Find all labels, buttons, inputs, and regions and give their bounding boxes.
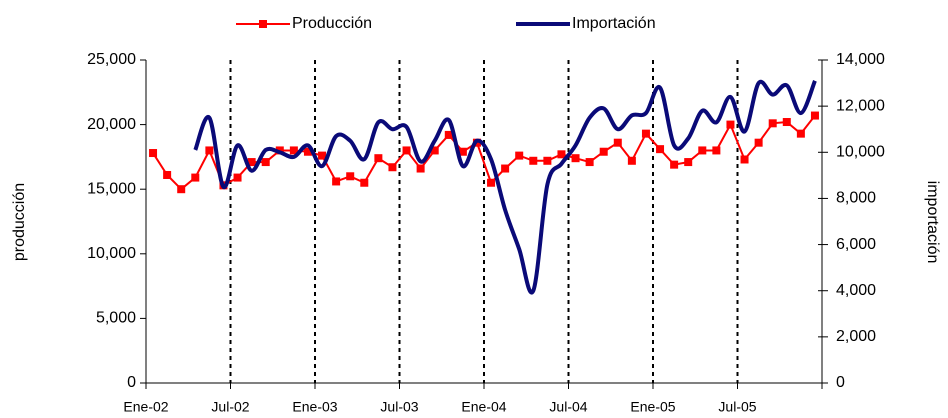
- point-marker: [247, 158, 256, 167]
- point-marker: [712, 146, 721, 155]
- point-marker: [374, 154, 383, 163]
- x-tick-label: Jul-02: [211, 399, 249, 415]
- series-line: [193, 79, 817, 295]
- point-marker: [627, 156, 636, 165]
- y2-tick-label: 0: [836, 374, 845, 391]
- point-marker: [698, 146, 707, 155]
- y2-tick-label: 12,000: [836, 97, 885, 114]
- y-tick-label: 5,000: [96, 310, 136, 327]
- x-tick-label: Ene-03: [292, 399, 337, 415]
- y-tick-label: 15,000: [87, 180, 136, 197]
- y2-tick-label: 6,000: [836, 236, 876, 253]
- point-marker: [726, 120, 735, 129]
- point-marker: [515, 151, 524, 160]
- point-marker: [585, 158, 594, 167]
- point-marker: [740, 155, 749, 164]
- point-marker: [430, 146, 439, 155]
- legend-label: Producción: [292, 15, 372, 32]
- y2-tick-label: 4,000: [836, 282, 876, 299]
- y-axis-label: producción: [11, 183, 28, 261]
- point-marker: [529, 156, 538, 165]
- point-marker: [684, 158, 693, 167]
- point-marker: [233, 173, 242, 182]
- point-marker: [360, 178, 369, 187]
- point-marker: [402, 146, 411, 155]
- point-marker: [656, 145, 665, 154]
- legend-label: Importación: [572, 15, 656, 32]
- legend-marker: [259, 20, 267, 28]
- point-marker: [754, 138, 763, 147]
- point-marker: [571, 154, 580, 163]
- point-marker: [557, 150, 566, 159]
- y2-tick-label: 14,000: [836, 51, 885, 68]
- x-tick-label: Ene-02: [123, 399, 168, 415]
- point-marker: [458, 147, 467, 156]
- y-tick-label: 20,000: [87, 116, 136, 133]
- y-tick-label: 10,000: [87, 245, 136, 262]
- point-marker: [346, 172, 355, 181]
- point-marker: [768, 119, 777, 128]
- point-marker: [810, 111, 819, 120]
- point-marker: [205, 146, 214, 155]
- point-marker: [641, 129, 650, 138]
- point-marker: [149, 149, 158, 158]
- point-marker: [599, 147, 608, 156]
- point-marker: [303, 147, 312, 156]
- x-tick-label: Jul-03: [380, 399, 418, 415]
- point-marker: [261, 158, 270, 167]
- x-tick-label: Ene-04: [461, 399, 506, 415]
- point-marker: [501, 164, 510, 173]
- y2-tick-label: 10,000: [836, 144, 885, 161]
- point-marker: [543, 156, 552, 165]
- point-marker: [613, 138, 622, 147]
- point-marker: [388, 163, 397, 172]
- point-marker: [332, 177, 341, 186]
- point-marker: [796, 129, 805, 138]
- y2-tick-label: 2,000: [836, 328, 876, 345]
- point-marker: [163, 170, 172, 179]
- y2-tick-label: 8,000: [836, 190, 876, 207]
- y2-axis-label: importación: [924, 181, 941, 264]
- y-tick-label: 25,000: [87, 51, 136, 68]
- y-tick-label: 0: [127, 374, 136, 391]
- point-marker: [318, 151, 327, 160]
- x-tick-label: Jul-05: [718, 399, 756, 415]
- x-tick-label: Ene-05: [630, 399, 675, 415]
- x-tick-label: Jul-04: [549, 399, 587, 415]
- point-marker: [670, 160, 679, 169]
- point-marker: [782, 118, 791, 127]
- point-marker: [289, 146, 298, 155]
- point-marker: [177, 185, 186, 194]
- point-marker: [487, 178, 496, 187]
- point-marker: [416, 164, 425, 173]
- point-marker: [444, 130, 453, 139]
- point-marker: [191, 173, 200, 182]
